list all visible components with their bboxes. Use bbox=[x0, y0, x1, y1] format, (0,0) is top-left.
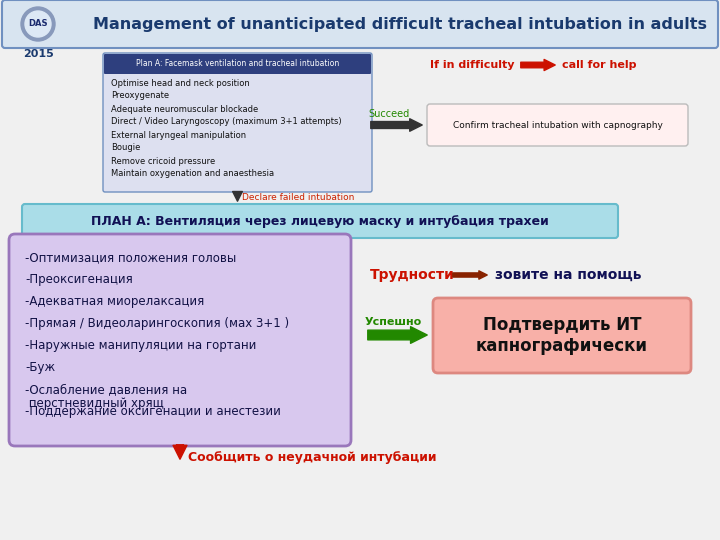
Text: Подтвердить ИТ
капнографически: Подтвердить ИТ капнографически bbox=[476, 316, 648, 355]
Text: Remove cricoid pressure: Remove cricoid pressure bbox=[111, 157, 215, 165]
Text: Declare failed intubation: Declare failed intubation bbox=[241, 192, 354, 201]
Text: Confirm tracheal intubation with capnography: Confirm tracheal intubation with capnogr… bbox=[453, 120, 662, 130]
Text: call for help: call for help bbox=[562, 60, 636, 70]
Text: -Прямая / Видеоларингоскопия (мах 3+1 ): -Прямая / Видеоларингоскопия (мах 3+1 ) bbox=[25, 318, 289, 330]
FancyArrowPatch shape bbox=[233, 192, 243, 201]
FancyBboxPatch shape bbox=[103, 53, 372, 192]
FancyArrowPatch shape bbox=[368, 327, 427, 343]
Text: зовите на помощь: зовите на помощь bbox=[495, 268, 642, 282]
Text: -Ослабление давления на: -Ослабление давления на bbox=[25, 383, 187, 396]
Text: Preoxygenate: Preoxygenate bbox=[111, 91, 169, 100]
FancyBboxPatch shape bbox=[104, 54, 371, 74]
FancyArrowPatch shape bbox=[173, 445, 187, 459]
Text: Bougie: Bougie bbox=[111, 144, 140, 152]
FancyBboxPatch shape bbox=[22, 204, 618, 238]
Text: External laryngeal manipulation: External laryngeal manipulation bbox=[111, 131, 246, 139]
Text: ПЛАН А: Вентиляция через лицевую маску и интубация трахеи: ПЛАН А: Вентиляция через лицевую маску и… bbox=[91, 214, 549, 227]
Text: Adequate neuromuscular blockade: Adequate neuromuscular blockade bbox=[111, 105, 258, 113]
Text: Direct / Video Laryngoscopy (maximum 3+1 attempts): Direct / Video Laryngoscopy (maximum 3+1… bbox=[111, 118, 341, 126]
FancyBboxPatch shape bbox=[2, 0, 718, 48]
Text: Management of unanticipated difficult tracheal intubation in adults: Management of unanticipated difficult tr… bbox=[93, 17, 707, 31]
Text: Plan A: Facemask ventilation and tracheal intubation: Plan A: Facemask ventilation and trachea… bbox=[136, 59, 339, 69]
Text: перстневидный хрящ: перстневидный хрящ bbox=[25, 397, 163, 410]
Text: Успешно: Успешно bbox=[365, 317, 422, 327]
Circle shape bbox=[25, 11, 51, 37]
Text: If in difficulty: If in difficulty bbox=[430, 60, 515, 70]
FancyArrowPatch shape bbox=[371, 119, 422, 131]
Circle shape bbox=[21, 7, 55, 41]
Text: -Адекватная миорелаксация: -Адекватная миорелаксация bbox=[25, 295, 204, 308]
Text: -Буж: -Буж bbox=[25, 361, 55, 375]
Text: DAS: DAS bbox=[28, 18, 48, 28]
FancyArrowPatch shape bbox=[453, 271, 487, 279]
Text: Maintain oxygenation and anaesthesia: Maintain oxygenation and anaesthesia bbox=[111, 170, 274, 179]
Text: -Наружные манипуляции на гортани: -Наружные манипуляции на гортани bbox=[25, 340, 256, 353]
FancyArrowPatch shape bbox=[521, 59, 555, 71]
FancyBboxPatch shape bbox=[427, 104, 688, 146]
Text: Optimise head and neck position: Optimise head and neck position bbox=[111, 78, 250, 87]
Text: 2015: 2015 bbox=[22, 49, 53, 59]
FancyBboxPatch shape bbox=[9, 234, 351, 446]
Text: Сообщить о неудачной интубации: Сообщить о неудачной интубации bbox=[188, 450, 436, 463]
Text: Succeed: Succeed bbox=[368, 109, 409, 119]
FancyBboxPatch shape bbox=[433, 298, 691, 373]
Text: -Преоксигенация: -Преоксигенация bbox=[25, 273, 132, 287]
Text: Трудности: Трудности bbox=[370, 268, 455, 282]
Text: -Поддержание оксигенации и анестезии: -Поддержание оксигенации и анестезии bbox=[25, 406, 281, 419]
Text: -Оптимизация положения головы: -Оптимизация положения головы bbox=[25, 252, 236, 265]
